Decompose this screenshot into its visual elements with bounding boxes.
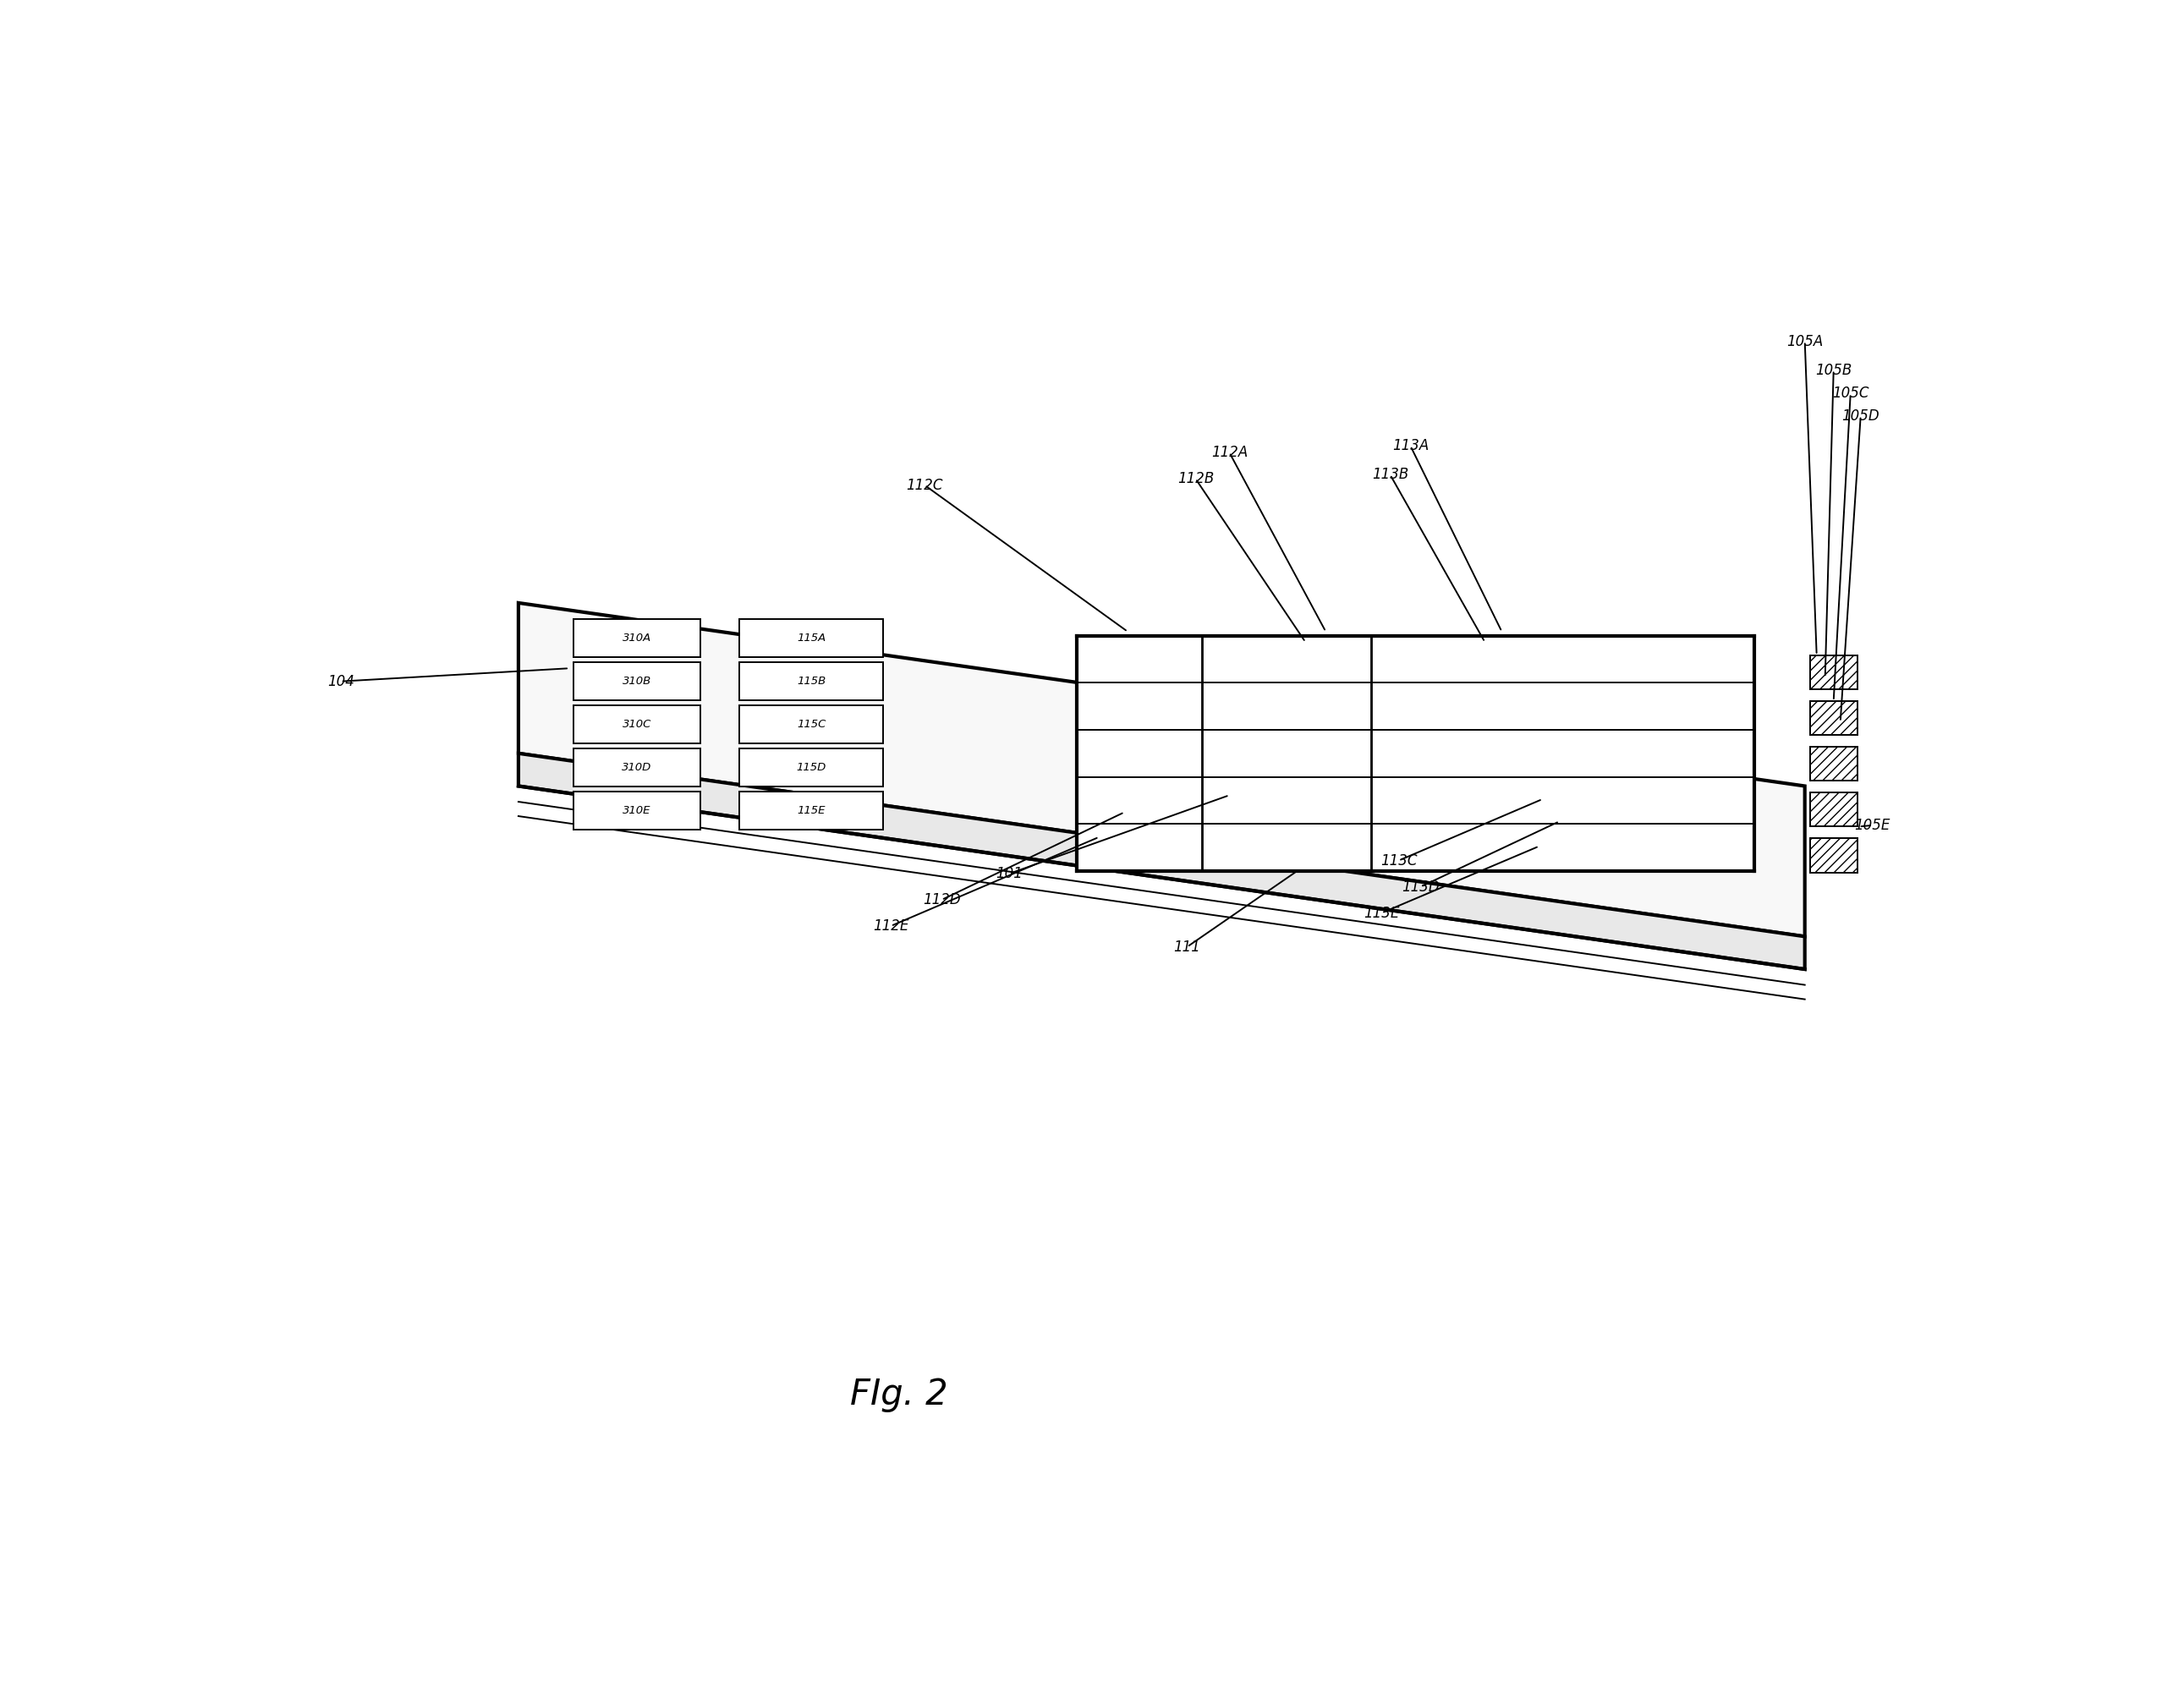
Bar <box>574 749 701 787</box>
Text: 113D: 113D <box>1402 878 1439 894</box>
Text: 105D: 105D <box>1841 408 1880 423</box>
Text: 112D: 112D <box>922 892 961 907</box>
Text: 104: 104 <box>328 675 354 690</box>
Text: 112E: 112E <box>874 919 909 934</box>
Bar <box>1077 731 1754 776</box>
Text: 105E: 105E <box>1854 817 1891 833</box>
Text: 105C: 105C <box>1832 386 1870 401</box>
Bar <box>574 663 701 700</box>
Text: 105B: 105B <box>1815 362 1852 377</box>
Bar <box>1077 683 1754 731</box>
Polygon shape <box>518 603 1804 936</box>
Bar <box>1077 776 1754 824</box>
Text: 115D: 115D <box>797 763 826 773</box>
Bar <box>1077 824 1754 872</box>
Text: 112B: 112B <box>1177 471 1214 486</box>
Bar <box>740 705 882 744</box>
Text: 115C: 115C <box>797 719 826 731</box>
Text: 310C: 310C <box>622 719 651 731</box>
Text: 105A: 105A <box>1787 333 1824 348</box>
Bar <box>1811 656 1856 690</box>
Bar <box>740 749 882 787</box>
Bar <box>1811 838 1856 872</box>
Bar <box>740 792 882 829</box>
Text: 113B: 113B <box>1372 467 1409 483</box>
Text: 310B: 310B <box>622 676 651 686</box>
Bar <box>574 705 701 744</box>
Text: FIg. 2: FIg. 2 <box>850 1376 948 1412</box>
Polygon shape <box>518 753 1804 968</box>
Bar <box>1811 748 1856 782</box>
Text: 112C: 112C <box>906 477 943 493</box>
Text: 115B: 115B <box>797 676 826 686</box>
Bar <box>1811 792 1856 827</box>
Bar <box>1811 702 1856 736</box>
Text: 310A: 310A <box>622 632 651 644</box>
Bar <box>740 618 882 658</box>
Text: 310D: 310D <box>622 763 651 773</box>
Text: 310E: 310E <box>622 805 651 817</box>
Text: 101: 101 <box>996 866 1022 882</box>
Bar <box>1077 635 1754 683</box>
Text: 111: 111 <box>1173 940 1201 955</box>
Bar <box>574 792 701 829</box>
Text: 113A: 113A <box>1391 438 1428 454</box>
Text: 113E: 113E <box>1363 906 1400 921</box>
Text: 112A: 112A <box>1210 445 1247 460</box>
Bar <box>574 618 701 658</box>
Text: 113C: 113C <box>1380 853 1417 868</box>
Bar <box>740 663 882 700</box>
Text: 115A: 115A <box>797 632 826 644</box>
Text: 115E: 115E <box>797 805 826 817</box>
